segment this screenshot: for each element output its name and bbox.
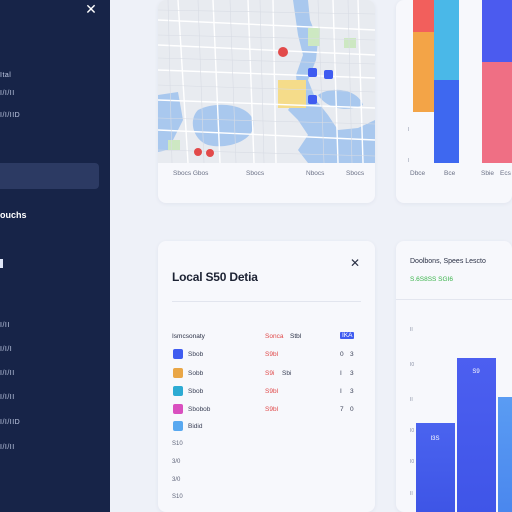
sidebar-marker xyxy=(0,259,3,268)
sidebar-item[interactable]: I/I/IID xyxy=(0,112,21,119)
row-col-a: I xyxy=(340,370,342,377)
chart-title: Doolbons, Spees Lescto xyxy=(410,258,486,265)
sidebar-item[interactable]: I/I/IID xyxy=(0,419,21,426)
row-number: S10 xyxy=(172,441,183,447)
map[interactable] xyxy=(158,0,375,163)
map-graphic xyxy=(158,0,375,163)
bar-label: S9 xyxy=(472,369,480,375)
row-value: S9i xyxy=(265,370,275,377)
row-col-b: 3 xyxy=(350,388,354,395)
sidebar-item[interactable]: I/II xyxy=(0,322,10,329)
sidebar-item[interactable]: I/I/II xyxy=(0,90,15,97)
axis-tick: I0 xyxy=(410,428,415,434)
close-icon[interactable]: ✕ xyxy=(85,1,97,17)
chart-bar xyxy=(498,397,512,512)
bar-card-top: I I Dbce Bce Sbie Ecs xyxy=(396,0,512,203)
sidebar: ✕ Ital I/I/II I/I/IID ouchs I/II I/I/I I… xyxy=(0,0,110,512)
column-header: Stbl xyxy=(290,333,302,340)
axis-tick: I0 xyxy=(410,459,415,465)
map-footer-label: Sbocs xyxy=(346,170,365,177)
row-name: Bidid xyxy=(188,423,203,430)
bar-label: I3S xyxy=(430,436,440,442)
map-footer-label: Sbocs Gbos xyxy=(173,170,209,177)
row-col-b: 3 xyxy=(350,351,354,358)
map-card: Sbocs Gbos Sbocs Nbocs Sbocs xyxy=(158,0,375,203)
row-name: Sobb xyxy=(188,370,204,377)
axis-tick: II xyxy=(410,327,413,333)
sidebar-item[interactable]: I/I/I xyxy=(0,346,13,353)
chart-bar xyxy=(482,62,512,163)
map-footer-label: Nbocs xyxy=(306,170,325,177)
sidebar-item[interactable]: I/I/II xyxy=(0,444,15,451)
divider xyxy=(172,301,361,302)
row-col-a: I xyxy=(340,388,342,395)
chart-bar xyxy=(434,80,459,163)
sidebar-item[interactable]: Ital xyxy=(0,72,12,79)
row-value-2: Sbi xyxy=(282,370,292,377)
chart-bar xyxy=(457,358,496,512)
row-col-b: 3 xyxy=(350,370,354,377)
card-title: Local S50 Detia xyxy=(172,270,258,284)
row-name: Sbob xyxy=(188,388,204,395)
row-number: 3/0 xyxy=(172,477,181,483)
chart-card: Doolbons, Spees Lescto S.6S8SS SGI6 II I… xyxy=(396,241,512,512)
row-icon xyxy=(173,349,183,359)
divider xyxy=(396,299,512,300)
row-col-a: 0 xyxy=(340,351,344,358)
row-name: Sbob xyxy=(188,351,204,358)
chart-bar xyxy=(434,0,459,80)
axis-label: Dbce xyxy=(410,170,426,177)
column-header: Ismcsonaty xyxy=(172,333,205,340)
chart-bar xyxy=(416,423,455,512)
axis-tick: II xyxy=(410,491,413,497)
sidebar-item[interactable]: I/I/II xyxy=(0,370,15,377)
row-col-b: 0 xyxy=(350,406,354,413)
row-icon xyxy=(173,386,183,396)
chart-bar xyxy=(413,32,434,112)
chart-subtitle: S.6S8SS SGI6 xyxy=(410,276,453,283)
row-name: Sbobob xyxy=(188,406,211,413)
row-col-a: 7 xyxy=(340,406,344,413)
column-header: Sonca xyxy=(265,333,284,340)
row-number: 3/0 xyxy=(172,459,181,465)
table-card: Local S50 Detia ✕ Ismcsonaty Sonca Stbl … xyxy=(158,241,375,512)
axis-label: Ecs xyxy=(500,170,511,177)
axis-label: Sbie xyxy=(481,170,495,177)
axis-tick: II xyxy=(410,397,413,403)
close-icon[interactable]: ✕ xyxy=(350,256,361,270)
sidebar-item[interactable]: I/I/II xyxy=(0,394,15,401)
row-number: S10 xyxy=(172,494,183,500)
axis-label: Bce xyxy=(444,170,456,177)
axis-tick: I xyxy=(408,158,410,164)
axis-tick: I xyxy=(408,127,410,133)
row-icon xyxy=(173,368,183,378)
chart-bar xyxy=(482,0,512,62)
map-footer-label: Sbocs xyxy=(246,170,265,177)
sidebar-item-active[interactable] xyxy=(0,163,99,189)
row-value: S9bl xyxy=(265,351,279,358)
column-header-badge[interactable]: IKA xyxy=(340,332,355,339)
row-icon xyxy=(173,421,183,431)
row-value: S9bl xyxy=(265,406,279,413)
chart-bar xyxy=(413,0,434,32)
row-icon xyxy=(173,404,183,414)
sidebar-section-label: ouchs xyxy=(0,210,27,220)
row-value: S9bl xyxy=(265,388,279,395)
axis-tick: I0 xyxy=(410,362,415,368)
